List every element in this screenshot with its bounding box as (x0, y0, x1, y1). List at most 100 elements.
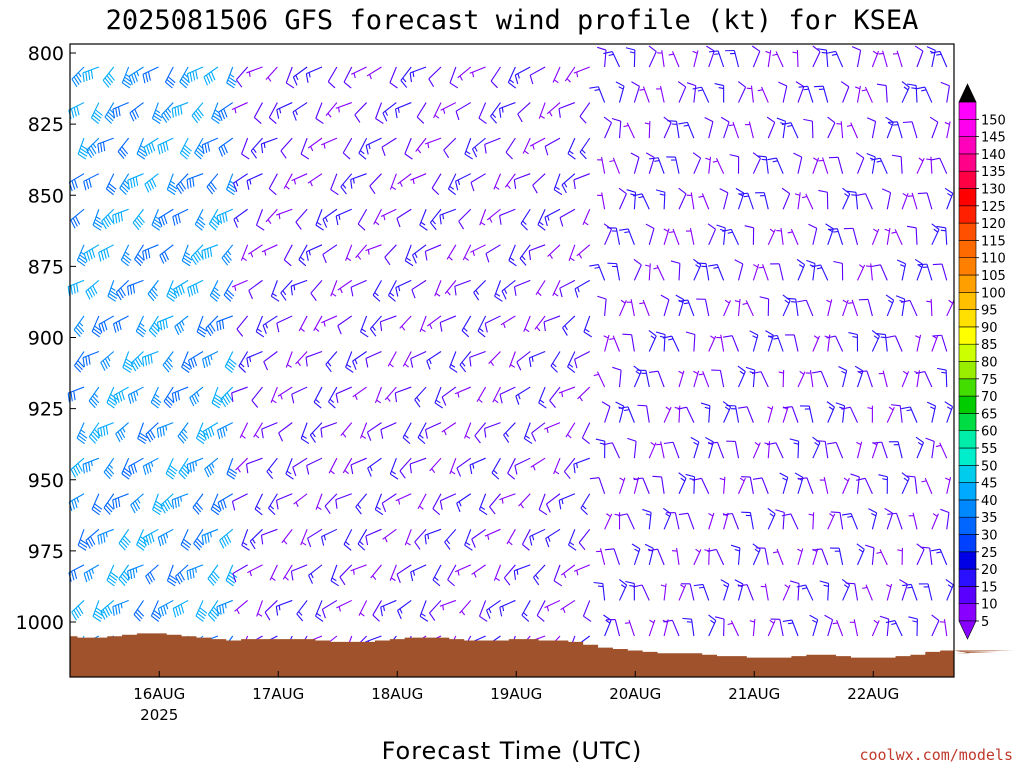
wind-barb (671, 547, 680, 565)
barb-flag-full (128, 75, 133, 86)
barb-flag-full (104, 358, 111, 368)
barb-flag-full (106, 580, 115, 587)
barb-staff (731, 513, 740, 530)
wind-barb (127, 386, 144, 404)
wind-barb (653, 264, 665, 281)
barb-staff (805, 300, 814, 317)
barb-flag-full (169, 574, 178, 581)
barb-flag-full (369, 185, 376, 194)
wind-barb (914, 45, 924, 68)
wind-barb (484, 137, 501, 154)
wind-barb (92, 209, 104, 231)
wind-barb (808, 512, 815, 530)
barb-flag-half (546, 606, 550, 612)
wind-barb (692, 152, 702, 174)
barb-flag-half (577, 287, 580, 293)
wind-barb (270, 280, 280, 302)
wind-barb (308, 564, 323, 584)
wind-barb (434, 280, 442, 297)
barb-flag-full (561, 184, 567, 194)
barb-flag-full (167, 580, 176, 587)
barb-staff (827, 122, 836, 139)
barb-flag-half (769, 619, 775, 624)
wind-barb (328, 457, 338, 475)
wind-barb (207, 600, 221, 622)
wind-barb (396, 208, 412, 228)
wind-barb (858, 298, 873, 317)
barb-flag-half (384, 110, 389, 116)
barb-flag-half (599, 442, 605, 445)
barb-flag-half (858, 548, 864, 553)
barb-flag-full (153, 115, 162, 122)
barb-flag-full (706, 45, 715, 52)
wind-barb (564, 66, 576, 83)
barb-flag-full (553, 580, 563, 587)
wind-barb (726, 440, 740, 459)
barb-flag-half (310, 146, 314, 152)
barb-flag-full (380, 606, 383, 617)
barb-flag-full (184, 144, 192, 152)
barb-flag-full (184, 254, 193, 261)
colorbar-label: 50 (981, 459, 998, 474)
barb-flag-full (102, 533, 106, 543)
barb-flag-half (361, 435, 367, 439)
barb-flag-full (134, 219, 142, 228)
barb-staff (375, 102, 383, 119)
barb-staff (330, 173, 338, 190)
wind-barb (219, 528, 234, 549)
barb-flag-full (644, 543, 654, 549)
barb-flag-full (212, 399, 222, 406)
barb-staff (611, 442, 620, 459)
barb-staff (579, 102, 591, 117)
barb-flag-half (907, 586, 913, 589)
barb-flag-full (723, 512, 733, 516)
colorbar-cell (958, 430, 977, 449)
wind-barb (216, 422, 233, 440)
wind-barb (335, 208, 352, 226)
colorbar-cell (958, 603, 977, 622)
barb-flag-full (165, 398, 173, 406)
wind-barb (568, 529, 577, 551)
wind-barb (553, 457, 561, 475)
barb-flag-full (431, 187, 440, 195)
wind-barb (324, 493, 338, 514)
barb-staff (663, 122, 672, 139)
wind-barb (432, 564, 442, 587)
barb-flag-half (728, 124, 735, 127)
barb-flag-full (227, 360, 236, 368)
barb-flag-half (450, 470, 456, 475)
barb-flag-full (217, 502, 222, 512)
barb-flag-full (192, 462, 195, 472)
wind-barb (723, 512, 740, 530)
barb-flag-half (635, 370, 641, 375)
barb-flag-full (424, 251, 428, 261)
wind-barb (469, 350, 486, 367)
wind-barb (758, 264, 769, 281)
barb-flag-full (73, 284, 76, 294)
barb-flag-half (165, 532, 169, 539)
barb-flag-full (818, 189, 828, 193)
wind-barb (365, 350, 382, 368)
barb-flag-half (727, 622, 733, 626)
barb-flag-half (419, 434, 424, 439)
barb-flag-full (705, 436, 714, 443)
wind-barb (424, 137, 442, 149)
barb-flag-full (730, 544, 741, 549)
barb-flag-full (856, 193, 866, 196)
barb-staff (752, 158, 761, 174)
barb-flag-full (107, 295, 116, 302)
barb-flag-full (222, 396, 229, 406)
wind-barb (441, 422, 457, 436)
barb-flag-full (767, 157, 777, 161)
barb-staff (806, 477, 814, 494)
colorbar-label: 130 (981, 183, 1006, 198)
wind-barb (295, 351, 308, 367)
wind-barb (612, 366, 622, 388)
wind-barb (300, 529, 308, 546)
barb-flag-full (161, 253, 167, 262)
barb-staff (484, 422, 501, 429)
wind-barb (507, 66, 517, 89)
barb-flag-half (624, 622, 631, 624)
wind-barb (878, 474, 888, 494)
barb-staff (708, 228, 717, 246)
